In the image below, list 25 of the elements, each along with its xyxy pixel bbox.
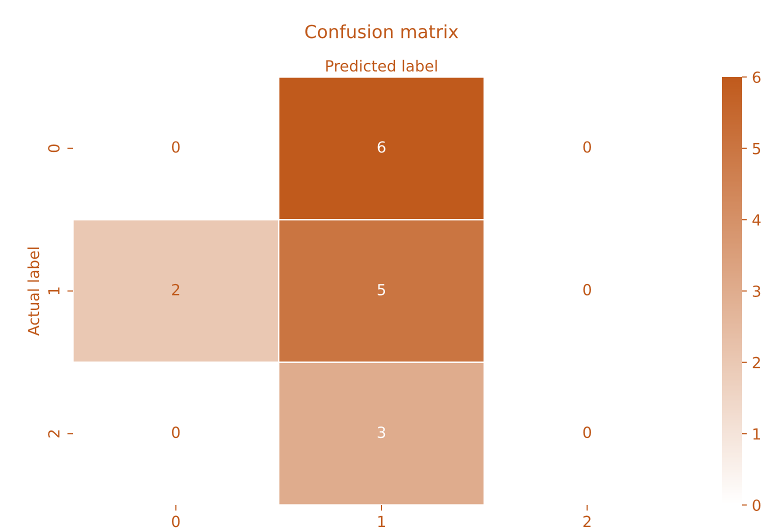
color-bar-label: 4 — [752, 214, 761, 226]
color-bar-label: 0 — [752, 499, 760, 512]
x-tick-label: 2 — [583, 516, 590, 528]
data-label: 0 — [583, 141, 592, 153]
data-label: 3 — [378, 426, 386, 438]
color-bar-label: 6 — [752, 71, 760, 84]
color-bar-label: 3 — [752, 285, 760, 298]
data-label: 5 — [378, 284, 386, 296]
chart-title: Confusion matrix — [305, 24, 458, 38]
data-label: 0 — [583, 284, 592, 296]
data-label: 6 — [378, 141, 386, 153]
data-label: 0 — [583, 426, 592, 438]
x-axis-title: Predicted label — [326, 60, 437, 72]
y-tick-label: 0 — [48, 144, 60, 152]
y-tick-label: 2 — [48, 430, 60, 438]
y-axis-title: Actual label — [27, 248, 40, 336]
x-tick-label: 1 — [378, 516, 385, 528]
color-bar-label: 5 — [752, 143, 760, 154]
data-label: 0 — [172, 426, 180, 438]
x-tick-label: 0 — [172, 516, 180, 528]
data-label: 2 — [172, 284, 180, 296]
color-bar-label: 1 — [753, 428, 760, 440]
color-bar-label: 2 — [752, 356, 760, 368]
data-label: 0 — [172, 141, 180, 153]
y-tick-label: 1 — [48, 288, 60, 294]
